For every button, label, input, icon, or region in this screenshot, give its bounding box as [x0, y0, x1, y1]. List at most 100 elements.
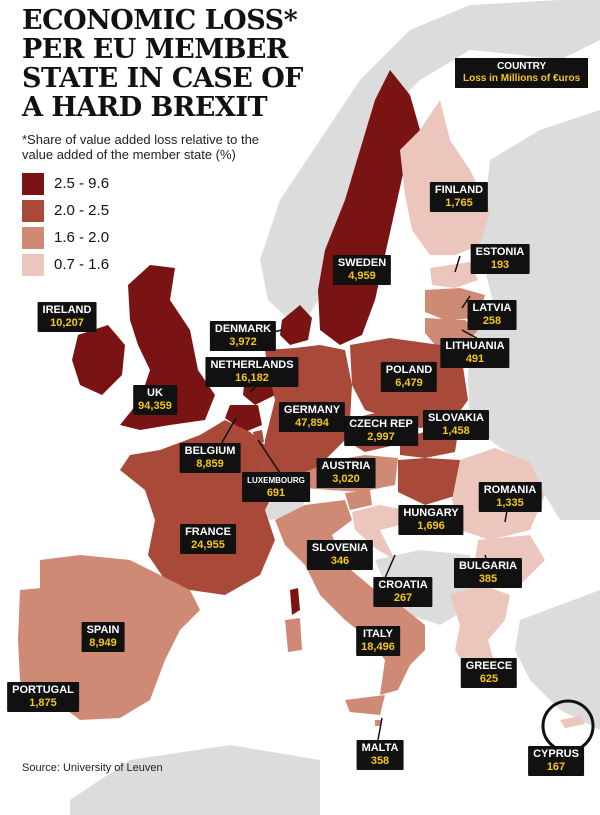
country-name: IRELAND: [42, 304, 92, 316]
country-name: AUSTRIA: [321, 460, 371, 472]
callout-netherlands: NETHERLANDS 16,182: [205, 357, 299, 387]
country-name: SPAIN: [86, 624, 120, 636]
country-name: ITALY: [363, 628, 393, 640]
country-name: MALTA: [361, 742, 399, 754]
country-name: LITHUANIA: [445, 340, 505, 352]
country-value: 358: [370, 755, 390, 767]
callout-croatia: CROATIA 267: [373, 577, 433, 607]
callout-finland: FINLAND 1,765: [429, 182, 489, 212]
region-greece: [450, 585, 510, 675]
country-name: SLOVAKIA: [427, 412, 485, 424]
country-value: 1,765: [445, 197, 473, 209]
callout-slovakia: SLOVAKIA 1,458: [422, 410, 490, 440]
country-value: 625: [479, 673, 499, 685]
legend-label: 2.5 - 9.6: [54, 175, 110, 192]
belarus-ukraine-land: [468, 320, 600, 520]
callout-slovenia: SLOVENIA 346: [306, 540, 374, 570]
country-name: ESTONIA: [475, 246, 525, 258]
country-name: CZECH REP: [349, 418, 413, 430]
country-value: 2,997: [367, 431, 395, 443]
region-sicily: [345, 695, 385, 715]
norway-land: [260, 0, 600, 330]
source-note: Source: University of Leuven: [22, 762, 163, 774]
country-name: BULGARIA: [458, 560, 518, 572]
country-value: 1,458: [442, 425, 470, 437]
callout-romania: ROMANIA 1,335: [478, 482, 542, 512]
callout-belgium: BELGIUM 8,859: [179, 443, 241, 473]
country-name: PORTUGAL: [12, 684, 74, 696]
country-value: 3,020: [332, 473, 360, 485]
legend-swatch: [22, 253, 44, 276]
callout-spain: SPAIN 8,949: [81, 622, 125, 652]
country-value: 3,972: [229, 336, 257, 348]
legend: 2.5 - 9.6 2.0 - 2.5 1.6 - 2.0 0.7 - 1.6: [22, 170, 109, 278]
country-name: NETHERLANDS: [210, 359, 294, 371]
turkey-land: [515, 590, 600, 730]
legend-label: 0.7 - 1.6: [54, 256, 110, 273]
country-name: SWEDEN: [337, 257, 387, 269]
callout-estonia: ESTONIA 193: [470, 244, 530, 274]
country-name: ROMANIA: [483, 484, 537, 496]
callout-luxembourg: LUXEMBOURG 691: [242, 472, 310, 502]
country-value: 94,359: [138, 400, 172, 412]
callout-hungary: HUNGARY 1,696: [398, 505, 464, 535]
country-name: CYPRUS: [533, 748, 579, 760]
region-denmark: [280, 305, 312, 345]
country-value: 1,875: [29, 697, 57, 709]
region-slovenia: [345, 490, 372, 510]
callout-cyprus: CYPRUS 167: [528, 746, 584, 776]
country-name: DENMARK: [214, 323, 272, 335]
map-title: ECONOMIC LOSS* PER EU MEMBER STATE IN CA…: [22, 5, 303, 123]
key-title: COUNTRY: [497, 61, 547, 72]
country-value: 193: [490, 259, 510, 271]
region-estonia: [430, 262, 478, 288]
callout-greece: GREECE 625: [460, 658, 518, 688]
callout-latvia: LATVIA 258: [467, 300, 517, 330]
key-subtitle: Loss in Millions of €uros: [463, 73, 581, 84]
legend-row: 1.6 - 2.0: [22, 224, 109, 251]
map-key-callout: COUNTRY Loss in Millions of €uros: [455, 58, 589, 88]
country-name: FRANCE: [185, 526, 231, 538]
country-value: 1,335: [496, 497, 524, 509]
legend-label: 1.6 - 2.0: [54, 229, 110, 246]
legend-row: 0.7 - 1.6: [22, 251, 109, 278]
country-value: 24,955: [191, 539, 225, 551]
legend-swatch: [22, 199, 44, 222]
country-name: LUXEMBOURG: [247, 476, 305, 485]
country-name: SLOVENIA: [311, 542, 369, 554]
country-name: LATVIA: [472, 302, 512, 314]
callout-sweden: SWEDEN 4,959: [332, 255, 392, 285]
legend-row: 2.5 - 9.6: [22, 170, 109, 197]
callout-bulgaria: BULGARIA 385: [453, 558, 523, 588]
region-hungary: [398, 458, 460, 505]
callout-germany: GERMANY 47,894: [278, 402, 346, 432]
callout-denmark: DENMARK 3,972: [209, 321, 277, 351]
north-africa-land: [70, 745, 320, 815]
country-value: 18,496: [361, 641, 395, 653]
country-value: 385: [478, 573, 498, 585]
country-value: 258: [482, 315, 502, 327]
country-value: 8,859: [196, 458, 224, 470]
callout-ireland: IRELAND 10,207: [37, 302, 97, 332]
country-value: 16,182: [235, 372, 269, 384]
region-malta: [375, 720, 381, 726]
country-name: HUNGARY: [403, 507, 459, 519]
callout-italy: ITALY 18,496: [356, 626, 400, 656]
legend-row: 2.0 - 2.5: [22, 197, 109, 224]
country-name: CROATIA: [378, 579, 428, 591]
country-value: 4,959: [348, 270, 376, 282]
map-subtitle: *Share of value added loss relative to t…: [22, 132, 260, 162]
callout-czech-republic: CZECH REP 2,997: [344, 416, 418, 446]
country-value: 47,894: [295, 417, 329, 429]
country-value: 691: [266, 487, 286, 499]
callout-austria: AUSTRIA 3,020: [316, 458, 376, 488]
country-value: 10,207: [50, 317, 84, 329]
callout-lithuania: LITHUANIA 491: [440, 338, 510, 368]
country-name: FINLAND: [434, 184, 484, 196]
country-value: 6,479: [395, 377, 423, 389]
legend-swatch: [22, 172, 44, 195]
country-value: 1,696: [417, 520, 445, 532]
callout-poland: POLAND 6,479: [380, 362, 438, 392]
region-sardinia: [285, 618, 302, 652]
legend-label: 2.0 - 2.5: [54, 202, 110, 219]
